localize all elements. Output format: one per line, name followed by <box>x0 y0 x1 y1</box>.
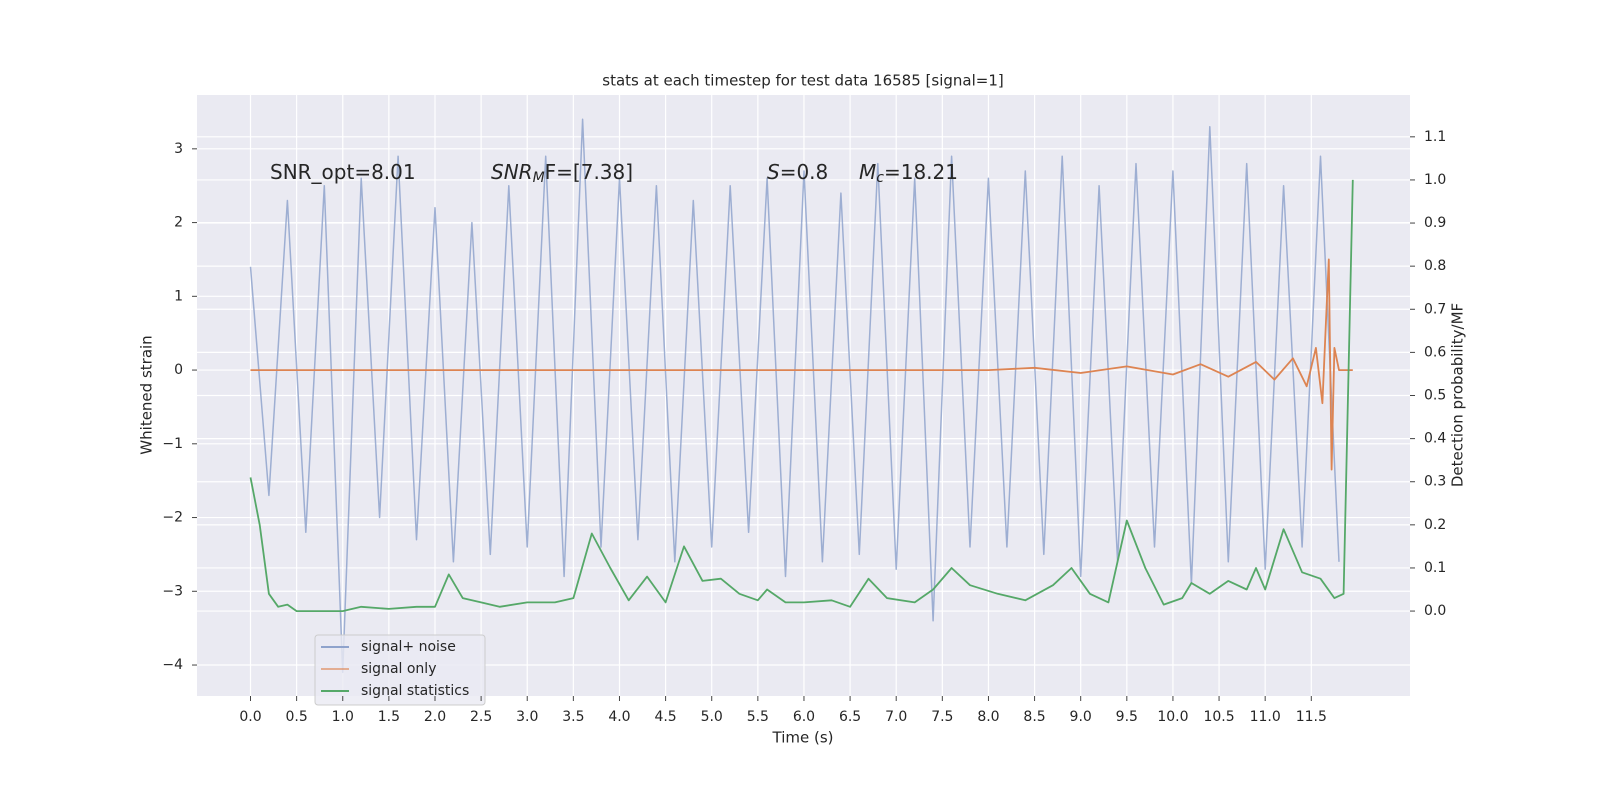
annotation: Mc=18.21 <box>859 160 958 187</box>
x-tick-label: 8.5 <box>1023 709 1045 725</box>
y-tick-label: −4 <box>162 657 183 673</box>
x-tick-label: 7.0 <box>885 709 907 725</box>
x-tick-label: 2.0 <box>424 709 446 725</box>
y2-tick-label: 0.0 <box>1424 603 1446 619</box>
y2-tick-label: 0.1 <box>1424 560 1446 576</box>
annotation-main: M <box>859 160 876 184</box>
x-tick-label: 9.5 <box>1116 709 1138 725</box>
legend-box <box>314 634 486 706</box>
annotation: S=0.8 <box>767 160 828 184</box>
series-line <box>250 258 1353 471</box>
x-tick-label: 9.0 <box>1070 709 1092 725</box>
x-tick-label: 6.0 <box>793 709 815 725</box>
annotation-tail: =18.21 <box>884 160 958 184</box>
x-tick-label: 4.0 <box>608 709 630 725</box>
y2-tick-label: 0.7 <box>1424 301 1446 317</box>
y2-axis-label: Detection probability/MF <box>1449 303 1467 487</box>
annotation: SNR_opt=8.01 <box>270 160 416 184</box>
x-tick-label: 10.5 <box>1203 709 1234 725</box>
y-tick-label: 3 <box>174 141 183 157</box>
series-line <box>249 179 1354 612</box>
legend-label: signal+ noise <box>361 639 456 655</box>
y2-tick-label: 0.9 <box>1424 215 1446 231</box>
annotation-tail: =0.8 <box>780 160 829 184</box>
annotation-sub: c <box>876 170 884 186</box>
x-tick-label: 3.0 <box>516 709 538 725</box>
y-tick-label: 2 <box>174 215 183 231</box>
x-tick-label: 4.5 <box>654 709 676 725</box>
y-tick-label: 0 <box>174 362 183 378</box>
y-axis-label: Whitened strain <box>138 335 156 454</box>
y2-tick-label: 0.4 <box>1424 431 1446 447</box>
x-tick-label: 8.0 <box>977 709 999 725</box>
annotation-main: SNR <box>491 160 533 184</box>
y2-tick-label: 1.0 <box>1424 172 1446 188</box>
x-tick-label: 5.0 <box>701 709 723 725</box>
x-tick-label: 1.0 <box>332 709 354 725</box>
x-tick-label: 1.5 <box>378 709 400 725</box>
y-tick-label: 1 <box>174 288 183 304</box>
y2-tick-label: 0.8 <box>1424 258 1446 274</box>
x-tick-label: 5.5 <box>747 709 769 725</box>
annotation-sub: M <box>533 170 545 186</box>
x-tick-label: 6.5 <box>839 709 861 725</box>
annotation-main: SNR_opt=8.01 <box>270 160 416 184</box>
annotation: SNRMF=[7.38] <box>491 160 633 187</box>
y2-tick-label: 0.3 <box>1424 474 1446 490</box>
x-tick-label: 2.5 <box>470 709 492 725</box>
y-tick-label: −3 <box>162 583 183 599</box>
y2-tick-label: 0.5 <box>1424 388 1446 404</box>
series-line <box>249 118 1340 674</box>
y2-tick-label: 0.6 <box>1424 344 1446 360</box>
chart-title: stats at each timestep for test data 165… <box>602 72 1003 90</box>
y-tick-label: −2 <box>162 510 183 526</box>
x-tick-label: 7.5 <box>931 709 953 725</box>
x-tick-label: 3.5 <box>562 709 584 725</box>
x-axis-label: Time (s) <box>772 729 834 747</box>
legend-label: signal statistics <box>361 683 469 699</box>
annotation-main: S <box>767 160 780 184</box>
x-tick-label: 0.5 <box>285 709 307 725</box>
y2-tick-label: 1.1 <box>1424 129 1446 145</box>
x-tick-label: 0.0 <box>239 709 261 725</box>
x-tick-label: 11.0 <box>1250 709 1281 725</box>
x-tick-label: 10.0 <box>1157 709 1188 725</box>
y-tick-label: −1 <box>162 436 183 452</box>
legend-label: signal only <box>361 661 436 677</box>
annotation-tail: F=[7.38] <box>545 160 633 184</box>
x-tick-label: 11.5 <box>1296 709 1327 725</box>
y2-tick-label: 0.2 <box>1424 517 1446 533</box>
